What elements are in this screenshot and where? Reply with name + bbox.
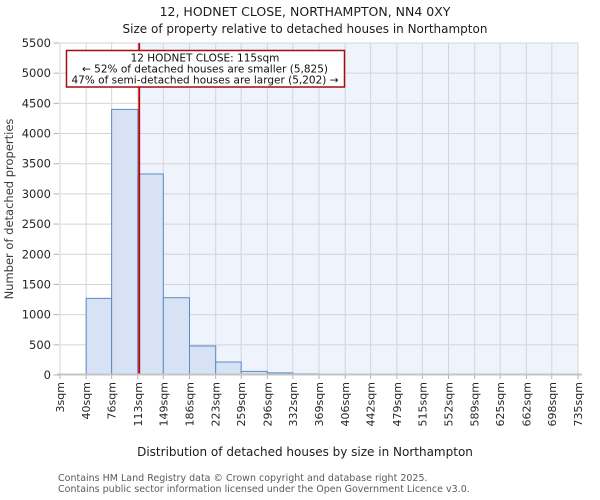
y-tick-label: 1000 bbox=[22, 308, 51, 322]
x-tick-label: 186sqm bbox=[184, 382, 197, 426]
chart-title: 12, HODNET CLOSE, NORTHAMPTON, NN4 0XY bbox=[160, 4, 451, 19]
histogram-bar bbox=[85, 297, 113, 376]
x-tick-label: 223sqm bbox=[210, 382, 223, 426]
annotation-box bbox=[65, 49, 346, 88]
y-axis-title: Number of detached properties bbox=[2, 119, 16, 300]
gridline-layer bbox=[59, 42, 579, 376]
x-tick-label: 259sqm bbox=[235, 382, 248, 426]
x-tick-label: 589sqm bbox=[469, 382, 482, 426]
footer-attribution-line-1: Contains HM Land Registry data © Crown c… bbox=[58, 473, 428, 484]
x-tick-label: 552sqm bbox=[443, 382, 456, 426]
tick-layer: 0 500 1000 1500 2000 2500 3000 3500 4000 4500 5000… bbox=[22, 36, 585, 426]
x-tick-label: 442sqm bbox=[365, 382, 378, 426]
bar-layer bbox=[85, 108, 346, 376]
histogram-bar bbox=[111, 108, 139, 376]
y-tick-label: 4500 bbox=[22, 96, 51, 110]
x-tick-label: 735sqm bbox=[572, 382, 585, 426]
x-tick-label: 296sqm bbox=[261, 382, 274, 426]
x-tick-label: 479sqm bbox=[391, 382, 404, 426]
x-tick-label: 662sqm bbox=[520, 382, 533, 426]
axis-layer bbox=[57, 43, 582, 376]
x-tick-label: 113sqm bbox=[132, 382, 145, 426]
shaded-larger-region-layer bbox=[139, 43, 578, 375]
y-tick-label: 1500 bbox=[22, 277, 51, 291]
y-tick-label: 500 bbox=[29, 338, 51, 352]
annotation-line-1: 12 HODNET CLOSE: 115sqm bbox=[131, 53, 280, 65]
histogram-bar bbox=[137, 173, 164, 376]
x-tick-label: 515sqm bbox=[416, 382, 429, 426]
y-tick-label: 0 bbox=[44, 368, 51, 382]
y-tick-label: 4000 bbox=[22, 127, 51, 141]
footer-attribution-line-2: Contains public sector information licen… bbox=[58, 484, 470, 495]
histogram-bar bbox=[189, 345, 217, 376]
annotation-line-3: 47% of semi-detached houses are larger (… bbox=[71, 75, 338, 87]
x-tick-label: 625sqm bbox=[494, 382, 507, 426]
x-tick-label: 3sqm bbox=[54, 382, 67, 412]
y-tick-label: 3500 bbox=[22, 157, 51, 171]
x-tick-label: 149sqm bbox=[157, 382, 170, 426]
larger-houses-shade bbox=[139, 43, 578, 375]
annotation-callout: 12 HODNET CLOSE: 115sqm ← 52% of detache… bbox=[65, 49, 346, 88]
x-tick-label: 369sqm bbox=[313, 382, 326, 426]
chart-subtitle: Size of property relative to detached ho… bbox=[123, 22, 488, 36]
y-tick-label: 2000 bbox=[22, 247, 51, 261]
x-tick-label: 40sqm bbox=[80, 382, 93, 419]
x-axis-title: Distribution of detached houses by size … bbox=[137, 445, 473, 459]
y-tick-label: 5500 bbox=[22, 36, 51, 50]
annotation-line-2: ← 52% of detached houses are smaller (5,… bbox=[82, 64, 328, 76]
y-tick-label: 3000 bbox=[22, 187, 51, 201]
histogram-bar bbox=[215, 361, 242, 376]
x-tick-label: 332sqm bbox=[287, 382, 300, 426]
x-tick-label: 76sqm bbox=[106, 382, 119, 419]
histogram-bar bbox=[162, 297, 190, 376]
x-tick-label: 698sqm bbox=[546, 382, 559, 426]
y-tick-label: 2500 bbox=[22, 217, 51, 231]
x-tick-label: 406sqm bbox=[339, 382, 352, 426]
y-tick-label: 5000 bbox=[22, 66, 51, 80]
